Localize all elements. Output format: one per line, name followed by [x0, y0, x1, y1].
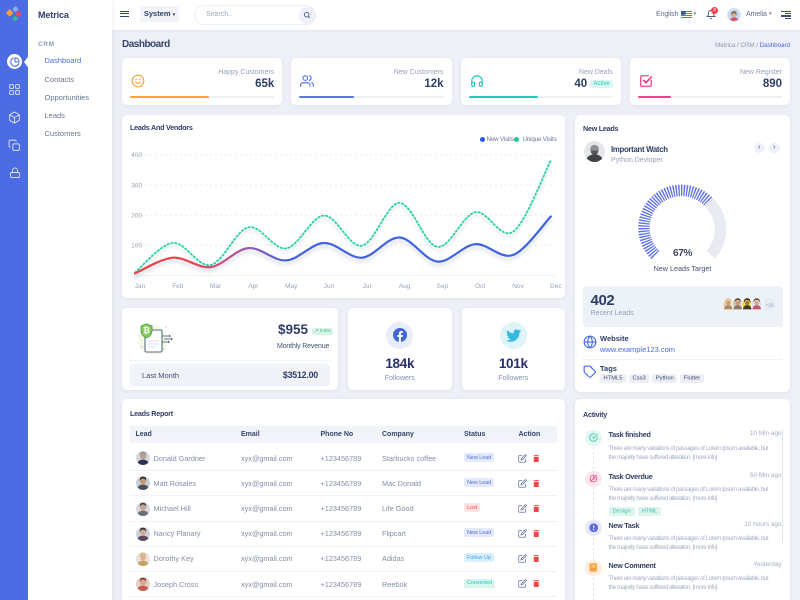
svg-text:Jun: Jun	[324, 283, 335, 290]
svg-text:Mar: Mar	[210, 283, 222, 290]
svg-text:May: May	[285, 283, 298, 290]
svg-text:+25: +25	[765, 302, 773, 307]
svg-text:₿: ₿	[143, 326, 150, 335]
svg-text:Aug: Aug	[399, 283, 411, 290]
svg-text:100: 100	[131, 243, 142, 250]
svg-text:Feb: Feb	[172, 283, 184, 290]
svg-text:Dec: Dec	[550, 283, 562, 290]
svg-text:Nov: Nov	[512, 283, 524, 290]
svg-text:Sep: Sep	[437, 283, 449, 290]
svg-text:300: 300	[131, 182, 142, 189]
svg-text:Jul: Jul	[363, 283, 372, 290]
svg-text:200: 200	[131, 213, 142, 220]
svg-text:400: 400	[131, 152, 142, 159]
svg-text:Oct: Oct	[475, 283, 485, 290]
svg-text:Jan: Jan	[135, 283, 146, 290]
svg-text:Apr: Apr	[248, 283, 259, 290]
